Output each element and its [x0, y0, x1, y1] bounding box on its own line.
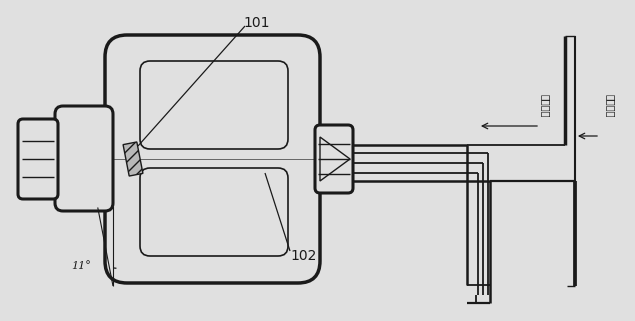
FancyBboxPatch shape: [18, 119, 58, 199]
Polygon shape: [320, 137, 350, 181]
Text: 高压线圈: 高压线圈: [605, 94, 615, 118]
Text: 激励线圈: 激励线圈: [540, 94, 550, 118]
Polygon shape: [123, 142, 143, 176]
Text: 101: 101: [244, 16, 271, 30]
FancyBboxPatch shape: [105, 35, 320, 283]
Text: 102: 102: [291, 249, 318, 263]
FancyBboxPatch shape: [55, 106, 113, 211]
Text: 11°: 11°: [71, 261, 91, 271]
FancyBboxPatch shape: [140, 61, 288, 149]
FancyBboxPatch shape: [315, 125, 353, 193]
FancyBboxPatch shape: [140, 168, 288, 256]
